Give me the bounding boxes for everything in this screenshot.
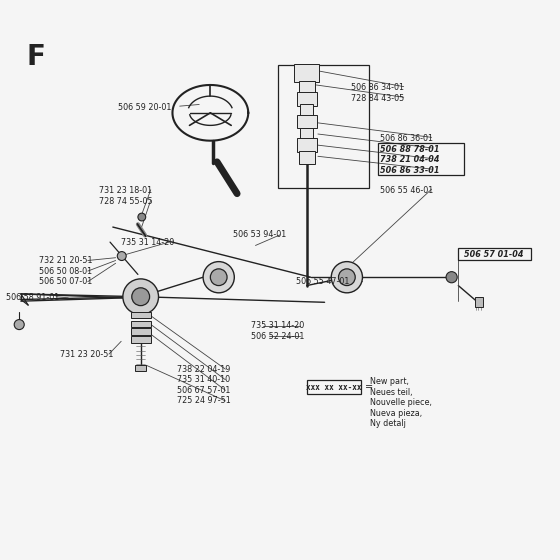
Text: 506 59 20-01: 506 59 20-01 [118, 103, 172, 112]
Text: 731 23 20-51: 731 23 20-51 [60, 349, 113, 358]
Text: 735 31 14-20: 735 31 14-20 [251, 321, 304, 330]
Bar [297, 114, 317, 128]
Text: 506 86 36-01: 506 86 36-01 [380, 134, 433, 143]
Circle shape [138, 213, 146, 221]
Circle shape [132, 288, 150, 306]
Bar [297, 92, 317, 106]
Bar [297, 138, 317, 152]
Bar [130, 312, 151, 319]
Bar [299, 81, 315, 95]
Text: Nouvelle piece,: Nouvelle piece, [370, 398, 432, 407]
Text: 725 24 97-51: 725 24 97-51 [177, 396, 231, 405]
Text: 506 53 94-01: 506 53 94-01 [232, 230, 286, 239]
Bar [458, 248, 531, 260]
Bar [299, 151, 315, 164]
Bar [278, 66, 368, 188]
Text: 738 22 04-19: 738 22 04-19 [177, 365, 230, 374]
Circle shape [117, 251, 126, 260]
Text: 506 50 07-01: 506 50 07-01 [39, 277, 92, 286]
Circle shape [338, 269, 355, 286]
Text: 506 88 78-01: 506 88 78-01 [380, 144, 440, 153]
Bar [130, 321, 151, 328]
Text: 506 55 46-01: 506 55 46-01 [380, 186, 433, 195]
Circle shape [332, 262, 362, 293]
Text: =: = [365, 382, 373, 392]
Circle shape [123, 279, 158, 315]
Text: 728 84 43-05: 728 84 43-05 [351, 94, 404, 103]
Bar [135, 365, 146, 371]
Bar [130, 336, 151, 343]
Text: 735 31 14-20: 735 31 14-20 [121, 237, 175, 246]
Bar [307, 380, 361, 394]
Text: Ny detalj: Ny detalj [370, 419, 406, 428]
Text: 506 55 47-01: 506 55 47-01 [296, 277, 349, 286]
Text: Nueva pieza,: Nueva pieza, [370, 409, 422, 418]
Text: 506 57 01-04: 506 57 01-04 [464, 250, 524, 259]
Text: 506 86 33-01: 506 86 33-01 [380, 166, 440, 175]
Bar [300, 105, 314, 115]
Circle shape [211, 269, 227, 286]
Bar [130, 329, 151, 335]
Bar [300, 128, 314, 139]
Text: 728 74 55-05: 728 74 55-05 [99, 197, 152, 206]
Circle shape [203, 262, 234, 293]
Text: 732 21 20-51: 732 21 20-51 [39, 256, 93, 265]
Bar [295, 64, 319, 82]
Text: 506 52 24-01: 506 52 24-01 [251, 332, 305, 341]
Text: New part,: New part, [370, 377, 409, 386]
Text: 735 31 40-10: 735 31 40-10 [177, 375, 230, 384]
Circle shape [446, 272, 457, 283]
Circle shape [14, 320, 24, 330]
Text: 506 86 34-01: 506 86 34-01 [351, 83, 404, 92]
Text: F: F [26, 43, 45, 71]
Text: Neues teil,: Neues teil, [370, 388, 413, 396]
Text: xxx xx xx-xx: xxx xx xx-xx [306, 383, 362, 392]
Text: 738 21 04-04: 738 21 04-04 [380, 155, 440, 164]
Text: 506 50 08-01: 506 50 08-01 [39, 267, 92, 276]
Bar [377, 143, 464, 175]
Text: 506 58 91-01: 506 58 91-01 [6, 293, 59, 302]
Text: 731 23 18-01: 731 23 18-01 [99, 186, 152, 195]
Bar [475, 297, 483, 307]
Text: 506 67 57-01: 506 67 57-01 [177, 386, 230, 395]
